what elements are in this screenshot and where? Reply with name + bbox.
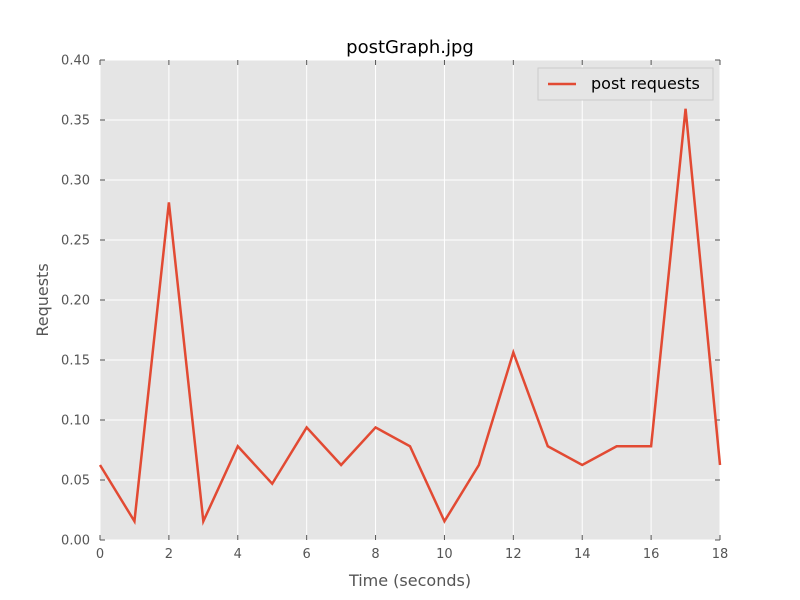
axis-ticks: [99, 59, 721, 541]
y-tick-label: 0.00: [61, 534, 90, 549]
y-tick-label: 0.20: [61, 294, 90, 309]
x-tick-label: 10: [436, 547, 453, 562]
y-axis-label: Requests: [33, 263, 52, 336]
x-tick-label: 14: [574, 547, 591, 562]
x-tick-label: 12: [505, 547, 522, 562]
chart-title: postGraph.jpg: [346, 37, 474, 58]
x-axis-label: Time (seconds): [348, 571, 471, 590]
x-tick-label: 18: [712, 547, 729, 562]
series-line-post-requests: [98, 108, 722, 526]
y-tick-labels: 0.00 0.05 0.10 0.15 0.20 0.25 0.30 0.35 0.40: [61, 54, 90, 549]
x-tick-label: 2: [165, 547, 173, 562]
x-tick-label: 6: [303, 547, 311, 562]
legend-label-post-requests: post requests: [591, 74, 700, 93]
y-tick-label: 0.15: [61, 354, 90, 369]
x-tick-label: 0: [96, 547, 104, 562]
x-tick-label: 4: [234, 547, 242, 562]
y-tick-label: 0.10: [61, 414, 90, 429]
y-tick-label: 0.30: [61, 174, 90, 189]
y-tick-label: 0.25: [61, 234, 90, 249]
y-tick-label: 0.05: [61, 474, 90, 489]
x-tick-label: 16: [643, 547, 660, 562]
y-tick-label: 0.40: [61, 54, 90, 69]
y-tick-label: 0.35: [61, 114, 90, 129]
legend: post requests: [537, 67, 714, 101]
x-tick-labels: 0 2 4 6 8 10 12 14 16 18: [96, 547, 728, 562]
x-tick-label: 8: [371, 547, 379, 562]
